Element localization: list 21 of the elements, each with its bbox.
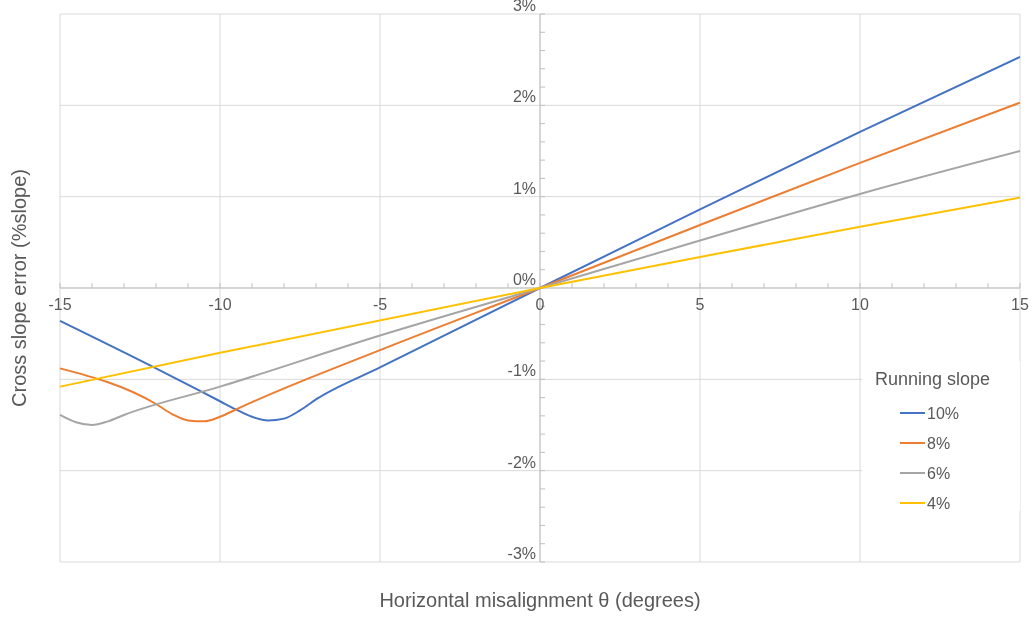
y-tick-label: -1% — [507, 362, 536, 380]
y-tick-label: -2% — [507, 453, 536, 471]
x-tick-label: 15 — [1011, 296, 1029, 313]
legend-label: 4% — [927, 495, 951, 512]
x-tick-label: -10 — [208, 296, 232, 313]
y-tick-label: 1% — [512, 179, 536, 197]
x-tick-label: 10 — [851, 296, 869, 313]
x-axis-title: Horizontal misalignment θ (degrees) — [379, 589, 701, 611]
x-tick-label: -15 — [48, 296, 72, 313]
y-axis-title: Cross slope error (%slope) — [8, 169, 30, 407]
y-tick-label: -3% — [507, 545, 536, 562]
y-tick-label: 3% — [512, 0, 536, 14]
y-tick-label: 2% — [512, 88, 536, 106]
legend-title: Running slope — [875, 369, 991, 389]
legend-label: 8% — [927, 435, 951, 452]
x-tick-label: -5 — [372, 296, 388, 313]
legend-label: 6% — [927, 465, 951, 482]
x-tick-label: 5 — [695, 296, 705, 313]
legend-label: 10% — [927, 405, 960, 422]
y-tick-label: 0% — [512, 271, 536, 288]
x-tick-label: 0 — [535, 296, 545, 313]
